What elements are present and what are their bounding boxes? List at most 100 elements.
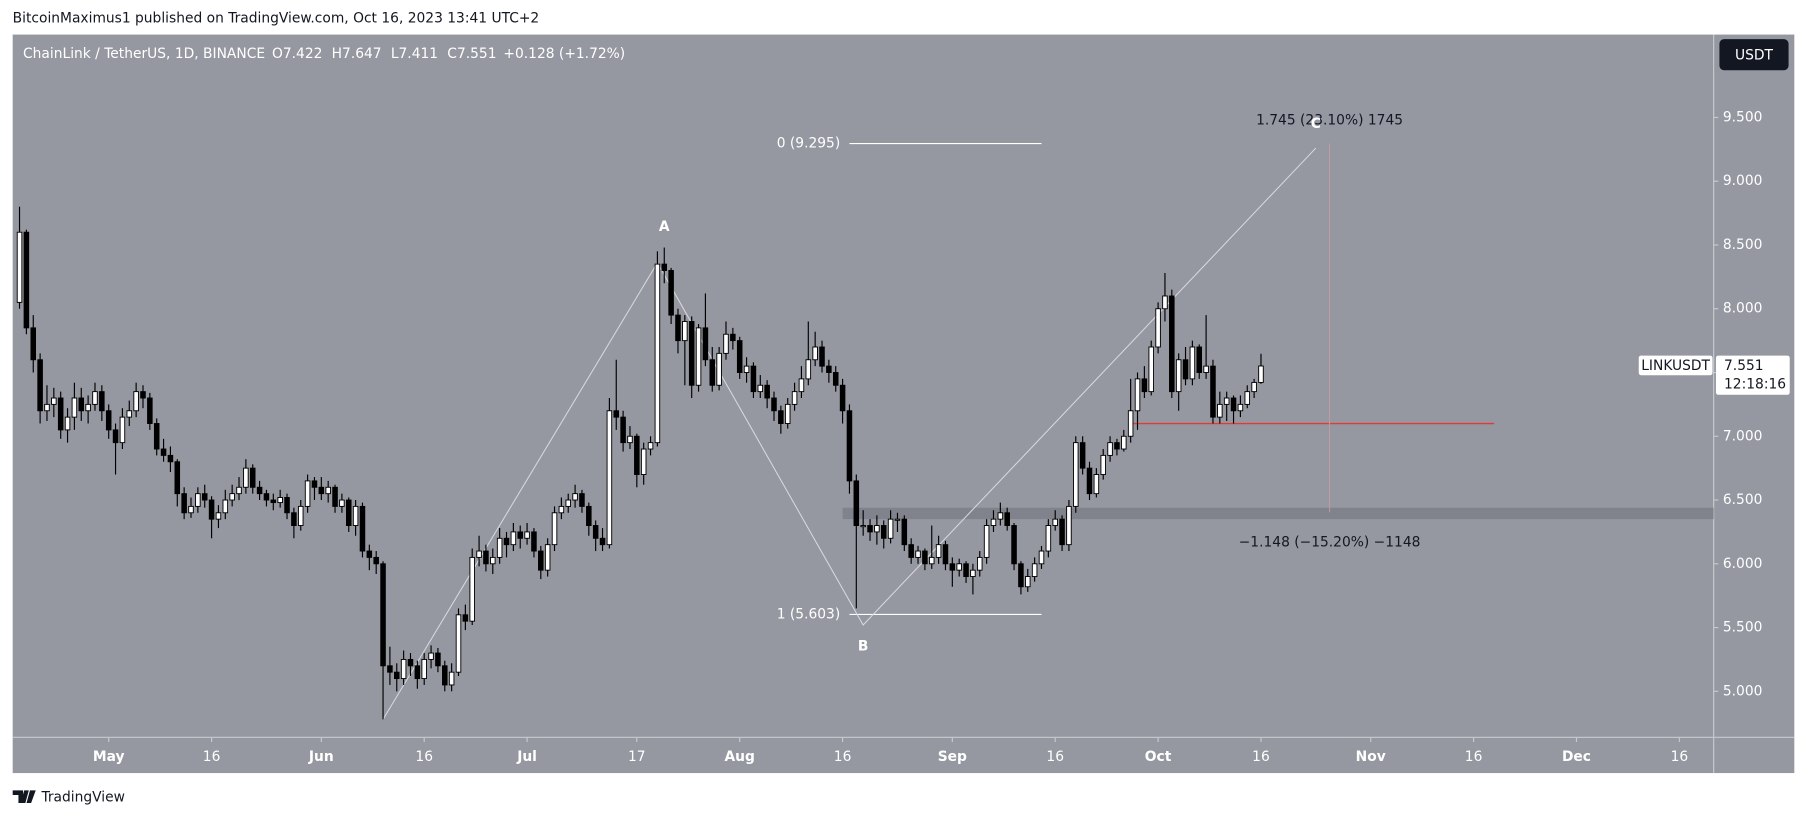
candle-body xyxy=(675,314,681,342)
candle-body xyxy=(654,263,661,444)
candle-body xyxy=(970,569,976,578)
x-tick-label: Nov xyxy=(1356,749,1386,765)
candle-body xyxy=(394,671,400,680)
candle-body xyxy=(771,397,777,412)
candle-body xyxy=(846,410,853,482)
candle-body xyxy=(812,346,818,361)
candle-body xyxy=(153,423,160,450)
candle-body xyxy=(880,525,887,539)
candle-body xyxy=(688,321,695,386)
fib-label: 0 (9.295) xyxy=(777,136,841,152)
candle-body xyxy=(1114,442,1120,450)
candle-body xyxy=(1031,563,1038,578)
candle-body xyxy=(352,505,359,526)
candle-body xyxy=(524,531,530,539)
candle-body xyxy=(1127,410,1134,437)
candle-body xyxy=(1025,576,1031,588)
candle-body xyxy=(112,429,119,444)
candle-body xyxy=(538,550,544,571)
candle-body xyxy=(448,671,455,686)
candle-body xyxy=(1004,512,1010,526)
candle-body xyxy=(730,333,736,342)
legend-ohlc-value: 7.422 xyxy=(283,46,323,62)
candle-body xyxy=(1155,308,1161,348)
candle-body xyxy=(16,231,23,303)
candle-body xyxy=(1189,346,1196,380)
legend-ohlc-value: 7.647 xyxy=(342,46,382,62)
candle-body xyxy=(949,563,956,571)
chart-background xyxy=(12,34,1795,774)
candle-body xyxy=(263,493,270,501)
candle-body xyxy=(1210,365,1216,418)
candle-body xyxy=(1011,525,1017,565)
candle-body xyxy=(750,365,757,393)
candle-body xyxy=(387,665,393,673)
candle-body xyxy=(935,544,942,558)
candle-body xyxy=(565,499,572,507)
candle-body xyxy=(167,454,174,463)
candle-body xyxy=(85,403,91,412)
candle-body xyxy=(126,410,133,418)
candle-body xyxy=(544,544,551,571)
candle-body xyxy=(613,410,620,418)
candle-body xyxy=(942,544,949,565)
candle-body xyxy=(1086,467,1093,495)
x-tick-label: Dec xyxy=(1562,749,1591,765)
candle-body xyxy=(915,550,921,558)
measure-label: 1.745 (23.10%) 1745 xyxy=(1256,112,1403,128)
candle-body xyxy=(1059,518,1065,546)
candle-body xyxy=(983,525,990,558)
candle-body xyxy=(586,505,592,526)
price-label: 7.551 xyxy=(1724,358,1764,374)
candle-body xyxy=(976,556,983,571)
candle-body xyxy=(256,486,263,495)
x-tick-label: 16 xyxy=(1252,749,1270,765)
currency-button xyxy=(1719,39,1789,71)
candle-body xyxy=(839,384,846,412)
candle-body xyxy=(496,537,503,558)
x-tick-label: Jul xyxy=(516,749,537,765)
candle-body xyxy=(558,505,565,514)
candle-body xyxy=(229,493,235,501)
candle-body xyxy=(743,365,750,373)
y-tick-label: 9.000 xyxy=(1723,173,1763,189)
candle-body xyxy=(1066,505,1072,546)
candle-body xyxy=(901,518,908,546)
candle-body xyxy=(736,340,743,373)
candle-body xyxy=(421,658,427,680)
y-tick-label: 8.500 xyxy=(1723,237,1763,253)
candle-body xyxy=(716,352,722,386)
candle-body xyxy=(119,416,126,444)
candle-body xyxy=(428,652,434,660)
candle-body xyxy=(853,480,860,526)
candle-body xyxy=(270,499,277,504)
candle-body xyxy=(1045,525,1052,552)
candle-body xyxy=(51,397,57,405)
candle-body xyxy=(551,512,558,546)
candle-body xyxy=(455,614,462,673)
candle-body xyxy=(400,658,407,680)
candle-body xyxy=(1038,550,1045,565)
candle-body xyxy=(37,359,43,412)
candle-body xyxy=(819,346,825,367)
legend-ohlc-letter: C xyxy=(447,46,457,62)
legend-title: ChainLink / TetherUS, 1D, BINANCE xyxy=(23,46,265,62)
candle-body xyxy=(140,391,146,399)
x-tick-label: Oct xyxy=(1145,749,1172,765)
candle-body xyxy=(490,556,496,565)
candle-body xyxy=(297,505,304,526)
candle-body xyxy=(997,512,1004,520)
candle-body xyxy=(1258,365,1264,383)
candle-body xyxy=(105,410,112,431)
support-zone xyxy=(842,507,1714,520)
candle-body xyxy=(887,518,894,539)
candle-body xyxy=(462,614,469,622)
candle-body xyxy=(531,531,537,552)
candle-body xyxy=(702,327,709,361)
y-tick-label: 6.500 xyxy=(1723,492,1763,508)
candle-body xyxy=(826,365,832,373)
candle-body xyxy=(1169,295,1175,393)
candle-body xyxy=(222,499,229,514)
candle-body xyxy=(1217,403,1223,418)
candle-body xyxy=(215,512,222,520)
